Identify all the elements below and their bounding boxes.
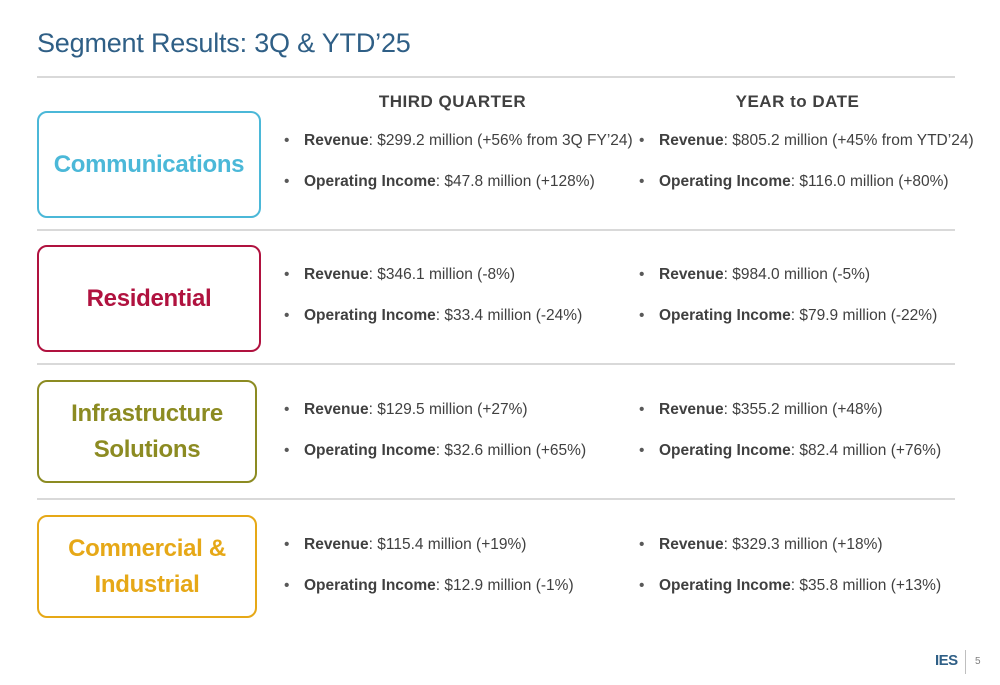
list-item: Revenue: $329.3 million (+18%) [639, 536, 941, 577]
metric-label: Operating Income [304, 577, 436, 594]
metric-value: : $129.5 million (+27%) [368, 401, 528, 418]
segment-divider [37, 498, 955, 500]
list-item: Operating Income: $12.9 million (-1%) [284, 577, 574, 618]
metric-value: : $299.2 million (+56% from 3Q FY’24) [368, 132, 633, 149]
list-item: Operating Income: $33.4 million (-24%) [284, 307, 582, 348]
list-item: Revenue: $355.2 million (+48%) [639, 401, 941, 442]
metric-value: : $116.0 million (+80%) [790, 173, 949, 190]
metric-label: Operating Income [304, 442, 436, 459]
list-item: Revenue: $115.4 million (+19%) [284, 536, 574, 577]
metric-label: Revenue [659, 266, 724, 283]
list-item: Operating Income: $35.8 million (+13%) [639, 577, 941, 618]
slide-title: Segment Results: 3Q & YTD’25 [37, 28, 411, 58]
list-item: Operating Income: $116.0 million (+80%) [639, 173, 974, 214]
metric-label: Operating Income [304, 307, 436, 324]
segment-box-communications: Communications [37, 111, 261, 218]
metric-label: Revenue [659, 536, 724, 553]
segment-name: Infrastructure Solutions [71, 399, 223, 463]
list-item: Operating Income: $32.6 million (+65%) [284, 442, 586, 483]
metric-value: : $329.3 million (+18%) [723, 536, 883, 553]
segment-row-infrastructure: Infrastructure Solutions Revenue: $129.5… [37, 380, 955, 514]
segment-row-residential: Residential Revenue: $346.1 million (-8%… [37, 245, 955, 379]
quarter-metrics: Revenue: $346.1 million (-8%) Operating … [284, 266, 582, 348]
list-item: Revenue: $299.2 million (+56% from 3Q FY… [284, 132, 633, 173]
metric-value: : $12.9 million (-1%) [435, 577, 574, 594]
list-item: Operating Income: $79.9 million (-22%) [639, 307, 937, 348]
list-item: Revenue: $984.0 million (-5%) [639, 266, 937, 307]
metric-value: : $82.4 million (+76%) [790, 442, 942, 459]
segment-box-commercial-industrial: Commercial & Industrial [37, 515, 257, 618]
list-item: Revenue: $805.2 million (+45% from YTD’2… [639, 132, 974, 173]
list-item: Operating Income: $82.4 million (+76%) [639, 442, 941, 483]
segment-divider [37, 229, 955, 231]
segment-row-commercial-industrial: Commercial & Industrial Revenue: $115.4 … [37, 515, 955, 649]
metric-value: : $355.2 million (+48%) [723, 401, 883, 418]
metric-value: : $47.8 million (+128%) [435, 173, 595, 190]
segment-box-infrastructure-solutions: Infrastructure Solutions [37, 380, 257, 483]
list-item: Operating Income: $47.8 million (+128%) [284, 173, 633, 214]
metric-label: Operating Income [659, 173, 791, 190]
segment-divider [37, 363, 955, 365]
ytd-metrics: Revenue: $805.2 million (+45% from YTD’2… [639, 132, 974, 214]
column-header-ytd: YEAR to DATE [735, 92, 860, 111]
metric-value: : $984.0 million (-5%) [723, 266, 871, 283]
metric-label: Revenue [659, 132, 724, 149]
metric-value: : $805.2 million (+45% from YTD’24) [723, 132, 974, 149]
metric-label: Revenue [304, 401, 369, 418]
ytd-metrics: Revenue: $355.2 million (+48%) Operating… [639, 401, 941, 483]
quarter-metrics: Revenue: $115.4 million (+19%) Operating… [284, 536, 574, 618]
metric-label: Revenue [304, 536, 369, 553]
list-item: Revenue: $346.1 million (-8%) [284, 266, 582, 307]
metric-value: : $79.9 million (-22%) [790, 307, 938, 324]
metric-label: Operating Income [304, 173, 436, 190]
list-item: Revenue: $129.5 million (+27%) [284, 401, 586, 442]
page-number: 5 [975, 656, 981, 667]
segment-name: Commercial & Industrial [68, 534, 226, 598]
metric-value: : $35.8 million (+13%) [790, 577, 942, 594]
metric-value: : $33.4 million (-24%) [435, 307, 583, 324]
metric-label: Revenue [304, 266, 369, 283]
company-logo: IES [935, 652, 958, 669]
ytd-metrics: Revenue: $329.3 million (+18%) Operating… [639, 536, 941, 618]
footer-divider [965, 650, 966, 674]
metric-label: Operating Income [659, 442, 791, 459]
metric-value: : $346.1 million (-8%) [368, 266, 516, 283]
metric-value: : $115.4 million (+19%) [368, 536, 527, 553]
segment-box-residential: Residential [37, 245, 261, 352]
metric-value: : $32.6 million (+65%) [435, 442, 587, 459]
quarter-metrics: Revenue: $129.5 million (+27%) Operating… [284, 401, 586, 483]
metric-label: Revenue [659, 401, 724, 418]
segment-row-communications: Communications Revenue: $299.2 million (… [37, 111, 974, 245]
metric-label: Operating Income [659, 307, 791, 324]
ytd-metrics: Revenue: $984.0 million (-5%) Operating … [639, 266, 937, 348]
metric-label: Operating Income [659, 577, 791, 594]
column-header-quarter: THIRD QUARTER [378, 92, 527, 111]
quarter-metrics: Revenue: $299.2 million (+56% from 3Q FY… [284, 132, 633, 214]
title-divider [37, 76, 955, 78]
metric-label: Revenue [304, 132, 369, 149]
